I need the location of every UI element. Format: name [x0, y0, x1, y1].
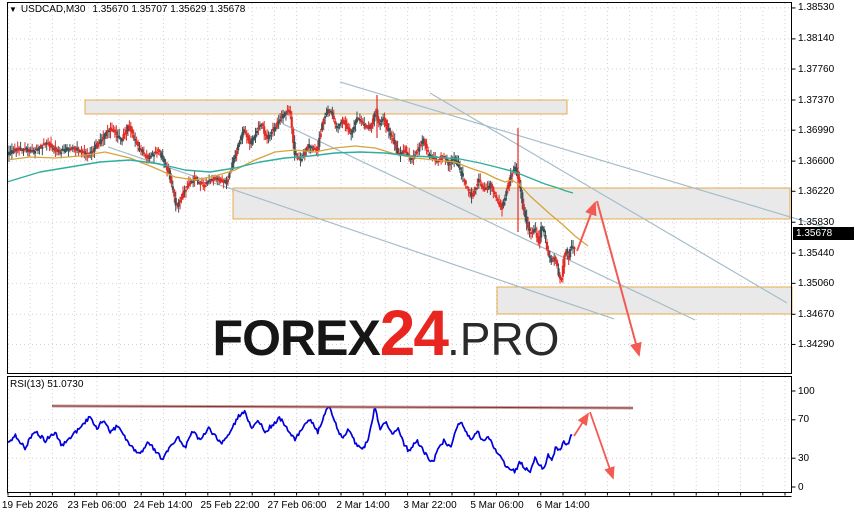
- price-axis-label: 1.34670: [798, 308, 835, 320]
- logo-forex-text: FOREX: [212, 310, 381, 366]
- time-axis-label: 3 Mar 22:00: [403, 500, 457, 511]
- price-axis-label: 1.38530: [798, 2, 835, 14]
- trendline: [107, 146, 615, 320]
- rsi-series: [8, 404, 634, 474]
- rsi-forecast-arrow: [573, 412, 589, 437]
- price-zone: [232, 187, 791, 220]
- price-axis-label: 1.36990: [798, 124, 835, 136]
- time-axis-label: 25 Feb 22:00: [200, 500, 260, 511]
- ohlc-quotes: 1.35670 1.35707 1.35629 1.35678: [92, 4, 246, 15]
- price-axis-label: 1.37760: [798, 63, 835, 75]
- price-zone: [84, 99, 568, 115]
- rsi-forecast-arrow: [589, 411, 615, 480]
- trendline: [339, 81, 854, 237]
- price-axis-label: 1.38140: [798, 33, 835, 45]
- price-axis-label: 1.35830: [798, 216, 835, 228]
- price-zone: [496, 286, 793, 315]
- chart-title: ▼ USDCAD,M30 1.35670 1.35707 1.35629 1.356…: [9, 4, 245, 15]
- forecast-arrow: [596, 200, 642, 357]
- price-axis-label: 1.37370: [798, 94, 835, 106]
- price-axis-label: 1.36600: [798, 155, 835, 167]
- rsi-indicator-label: RSI(13) 51.0730: [10, 379, 84, 390]
- forex24-logo: FOREX 24 .PRO: [186, 296, 586, 372]
- price-axis-label: 1.35440: [798, 247, 835, 259]
- symbol-label: USDCAD,M30: [20, 4, 86, 15]
- trendline: [282, 123, 696, 321]
- time-axis-label: 2 Mar 14:00: [336, 500, 390, 511]
- time-axis-label: 5 Mar 06:00: [470, 500, 524, 511]
- rsi-axis-label: 70: [798, 414, 810, 426]
- rsi-axis-label: 30: [798, 452, 810, 464]
- time-axis-label: 23 Feb 06:00: [67, 500, 127, 511]
- trendline: [429, 92, 788, 304]
- time-axis-label: 27 Feb 06:00: [267, 500, 327, 511]
- forecast-arrow: [576, 201, 597, 252]
- price-axis-label: 1.36220: [798, 185, 835, 197]
- price-axis-label: 1.34290: [798, 338, 835, 350]
- current-price-tag: 1.35678: [793, 227, 854, 241]
- logo-pro-text: .PRO: [446, 313, 560, 365]
- symbol-dropdown-icon: ▼: [9, 5, 17, 14]
- time-axis-label: 24 Feb 14:00: [133, 500, 193, 511]
- time-axis-label: 19 Feb 2026: [1, 500, 59, 511]
- price-axis-label: 1.35060: [798, 277, 835, 289]
- rsi-axis-label: 100: [798, 385, 815, 397]
- time-axis-label: 6 Mar 14:00: [536, 500, 590, 511]
- rsi-axis-label: 0: [798, 481, 804, 493]
- logo-24-text: 24: [379, 297, 449, 369]
